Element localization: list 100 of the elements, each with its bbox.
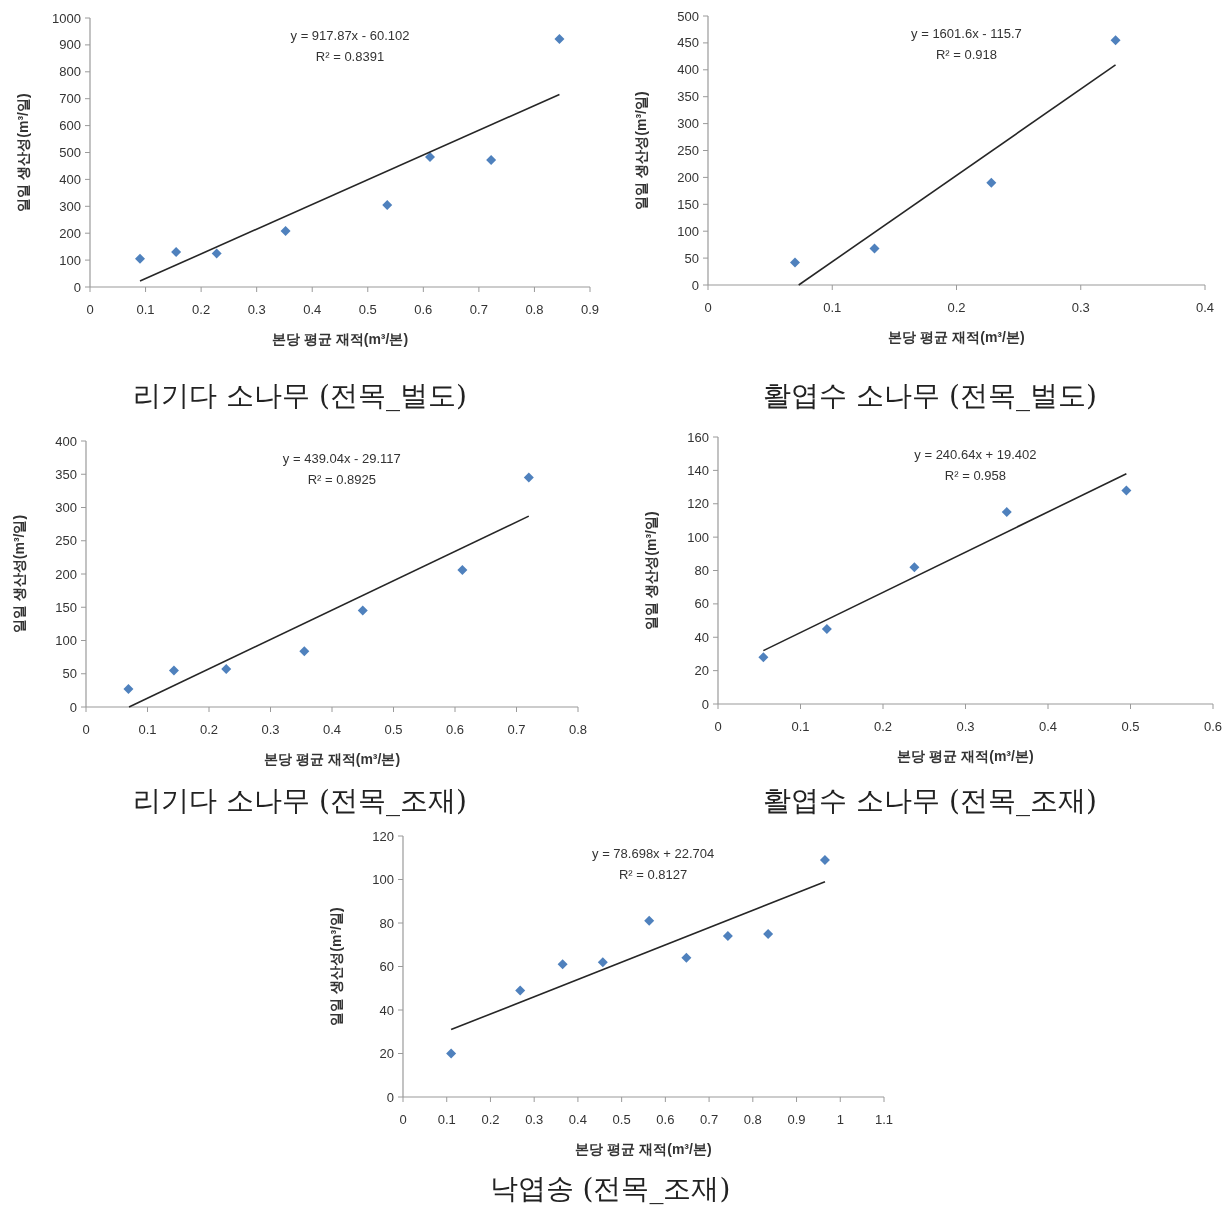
- x-tick-label: 0: [86, 302, 94, 317]
- y-tick-label: 40: [694, 629, 709, 645]
- x-tick-label: 0.2: [199, 722, 219, 737]
- x-tick-label: 0.1: [437, 1112, 456, 1127]
- y-tick-label: 150: [55, 599, 77, 615]
- y-tick-label: 350: [55, 466, 77, 482]
- x-tick-label: 0.6: [1203, 719, 1223, 734]
- point: [425, 152, 435, 163]
- x-tick-label: 0.9: [787, 1112, 806, 1127]
- y-tick-label: 50: [62, 666, 77, 682]
- y-tick-label: 700: [59, 91, 81, 107]
- y-tick-label: 0: [69, 699, 77, 715]
- y-tick-label: 900: [59, 37, 81, 53]
- y-tick-label: 120: [372, 828, 394, 844]
- y-tick-label: 600: [59, 118, 81, 134]
- y-axis-title: 일일 생산성(m³/일): [11, 514, 27, 634]
- x-tick-label: 0.4: [1195, 300, 1215, 315]
- point: [211, 248, 222, 259]
- annotation: R² = 0.8127: [618, 867, 688, 882]
- annotation: R² = 0.8391: [315, 49, 385, 64]
- x-tick-label: 0.2: [947, 300, 966, 315]
- y-tick-label: 80: [694, 563, 709, 578]
- point: [1121, 485, 1132, 496]
- y-tick-label: 400: [59, 171, 81, 187]
- y-tick-label: 200: [55, 566, 77, 582]
- annotation: y = 78.698x + 22.704: [592, 846, 715, 861]
- point: [986, 177, 997, 188]
- y-tick-label: 160: [687, 429, 709, 445]
- y-tick-label: 0: [701, 696, 709, 712]
- y-tick-label: 200: [677, 169, 699, 185]
- x-tick-label: 0.2: [873, 719, 893, 734]
- x-axis-title: 본당 평균 재적(m³/본): [888, 329, 1025, 345]
- point: [280, 226, 291, 237]
- point: [789, 257, 800, 268]
- point: [357, 605, 368, 616]
- x-tick-label: 0.8: [525, 302, 544, 317]
- y-axis-title: 일일 생산성(m³/일): [643, 511, 659, 630]
- y-tick-label: 300: [59, 198, 81, 214]
- y-tick-label: 400: [677, 62, 699, 78]
- point: [821, 623, 832, 634]
- y-tick-label: 20: [379, 1046, 394, 1061]
- point: [299, 646, 310, 657]
- text: 리기다 소나무 (전목_벌도): [133, 379, 467, 412]
- x-tick-label: 0.9: [580, 302, 600, 317]
- y-tick-label: 100: [677, 223, 699, 239]
- point: [758, 652, 769, 663]
- point: [171, 247, 182, 258]
- x-axis-title: 본당 평균 재적(m³/본): [271, 331, 409, 347]
- y-tick-label: 200: [59, 225, 81, 241]
- x-tick-label: 0.6: [445, 722, 465, 737]
- x-tick-label: 0.5: [358, 302, 377, 317]
- y-tick-label: 400: [55, 433, 77, 449]
- x-tick-label: 0.4: [568, 1112, 587, 1127]
- point: [135, 253, 145, 264]
- y-tick-label: 500: [677, 8, 699, 24]
- point: [869, 243, 880, 254]
- annotation: y = 917.87x - 60.102: [290, 28, 410, 43]
- x-tick-label: 0.8: [568, 722, 588, 737]
- x-tick-label: 0.7: [507, 722, 526, 737]
- x-tick-label: 0.5: [1121, 719, 1140, 734]
- x-axis-title: 본당 평균 재적(m³/본): [575, 1141, 712, 1157]
- point: [168, 665, 179, 676]
- annotation: R² = 0.958: [944, 468, 1006, 483]
- text: 활엽수 소나무 (전목_조재): [763, 784, 1097, 817]
- text: 리기다 소나무 (전목_조재): [133, 784, 467, 817]
- x-tick-label: 0.4: [1038, 719, 1058, 734]
- y-tick-label: 60: [694, 596, 709, 612]
- y-tick-label: 100: [55, 633, 77, 648]
- point: [515, 985, 526, 996]
- x-tick-label: 0.7: [700, 1112, 719, 1127]
- annotation: y = 1601.6x - 115.7: [911, 26, 1022, 41]
- x-tick-label: 0.3: [247, 302, 266, 317]
- x-tick-label: 0.2: [192, 302, 211, 317]
- point: [819, 854, 830, 865]
- point: [909, 562, 920, 573]
- y-tick-label: 300: [55, 500, 77, 515]
- x-axis-title: 본당 평균 재적(m³/본): [263, 751, 401, 767]
- annotation: R² = 0.918: [935, 47, 997, 62]
- y-tick-label: 40: [379, 1002, 394, 1018]
- y-tick-label: 100: [687, 529, 709, 545]
- point: [1110, 35, 1121, 46]
- x-tick-label: 0.1: [823, 300, 842, 315]
- y-axis-title: 일일 생산성(m³/일): [633, 91, 649, 210]
- x-tick-label: 0.4: [322, 722, 342, 737]
- x-tick-label: 0.3: [525, 1112, 544, 1127]
- point: [557, 959, 568, 970]
- x-tick-label: 0.5: [384, 722, 403, 737]
- x-tick-label: 1.1: [874, 1112, 894, 1127]
- point: [763, 928, 774, 939]
- y-tick-label: 50: [684, 250, 699, 266]
- annotation: R² = 0.8925: [307, 472, 376, 487]
- point: [523, 472, 534, 483]
- y-tick-label: 800: [59, 64, 81, 80]
- x-tick-label: 0.4: [303, 302, 322, 317]
- x-tick-label: 0.6: [414, 302, 433, 317]
- y-tick-label: 20: [694, 663, 709, 679]
- y-tick-label: 140: [687, 462, 709, 478]
- y-tick-label: 1000: [52, 10, 81, 26]
- x-tick-label: 0.6: [656, 1112, 675, 1127]
- y-tick-label: 120: [687, 496, 709, 512]
